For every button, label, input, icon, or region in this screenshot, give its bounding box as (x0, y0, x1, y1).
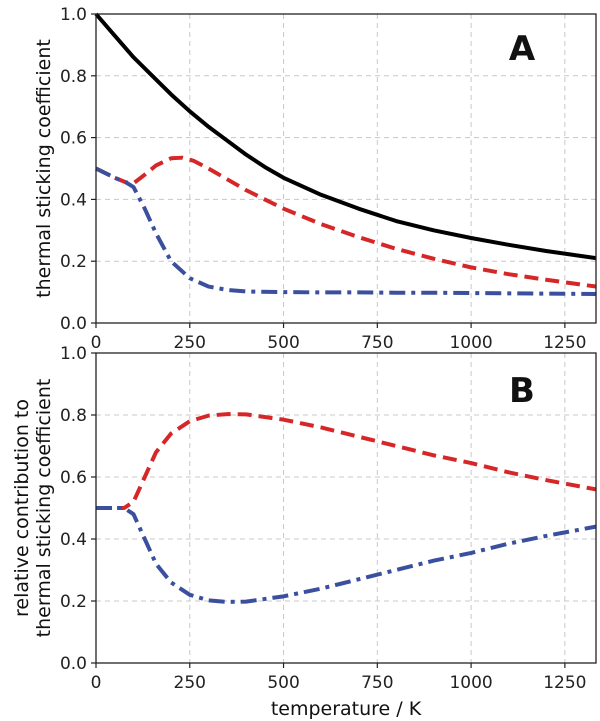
y-tick-label: 0.8 (60, 67, 87, 87)
y-tick-label: 0.2 (60, 252, 87, 272)
x-tick-label: 500 (267, 333, 299, 353)
series-line-dash-dot (95, 166, 597, 296)
y-tick-label: 1.0 (60, 344, 87, 364)
x-tick-label: 0 (91, 333, 102, 353)
y-tick-label: 0.0 (60, 654, 87, 674)
y-axis-label: relative contribution tothermal sticking… (11, 379, 55, 638)
y-tick-label: 0.0 (60, 314, 87, 334)
x-tick-label: 1000 (449, 333, 492, 353)
x-tick-label: 750 (361, 673, 393, 693)
series-line-dashed (96, 412, 597, 510)
panel-label: B (509, 371, 535, 411)
y-tick-label: 1.0 (60, 5, 87, 25)
x-tick-label: 1250 (543, 333, 586, 353)
y-axis-label: thermal sticking coefficient (33, 39, 55, 298)
x-axis-label: temperature / K (271, 698, 422, 720)
x-tick-label: 1000 (449, 673, 492, 693)
panel-a: 0 250 500 750 1000 1250 0.0 0.2 0.4 0.6 0.8 1.0 Athe… (33, 5, 597, 353)
series-line-solid (94, 12, 597, 261)
y-tick-label: 0.6 (60, 129, 87, 149)
panel-label: A (509, 29, 536, 69)
y-tick-label: 0.6 (60, 468, 87, 488)
x-tick-label: 500 (267, 673, 299, 693)
panel-b: 0 250 500 750 1000 1250 0.0 0.2 0.4 0.6 0.8 1.0 Brel… (11, 344, 597, 720)
x-tick-label: 750 (361, 333, 393, 353)
x-tick-label: 250 (174, 333, 206, 353)
y-tick-label: 0.2 (60, 592, 87, 612)
y-tick-label: 0.4 (60, 530, 87, 550)
series-line-dashed (95, 155, 597, 289)
series-line-dash-dot (96, 506, 597, 604)
plot-frame (95, 352, 597, 664)
x-tick-label: 250 (174, 673, 206, 693)
x-tick-label: 0 (91, 673, 102, 693)
y-tick-label: 0.8 (60, 406, 87, 426)
plot-frame (95, 13, 597, 324)
x-tick-label: 1250 (543, 673, 586, 693)
y-tick-label: 0.4 (60, 190, 87, 210)
